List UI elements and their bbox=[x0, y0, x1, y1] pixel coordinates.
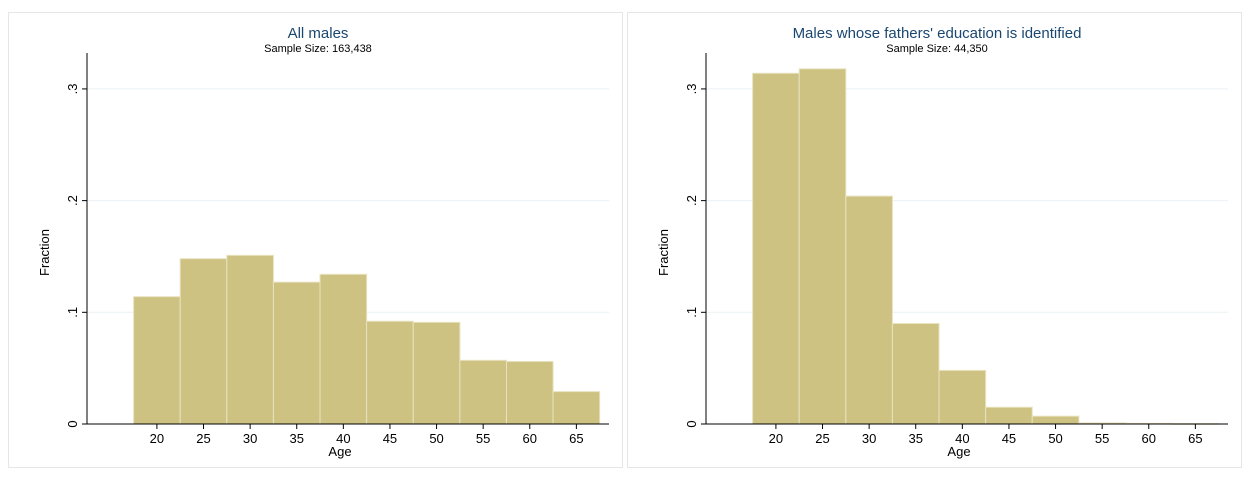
y-tick-label: .3 bbox=[684, 84, 699, 95]
chart-title: Males whose fathers' education is identi… bbox=[793, 25, 1082, 42]
y-tick-label: 0 bbox=[65, 420, 80, 427]
y-tick-label: 0 bbox=[684, 420, 699, 427]
histogram-bar bbox=[891, 322, 940, 425]
x-tick-label: 30 bbox=[243, 431, 257, 446]
x-tick-label: 35 bbox=[908, 431, 922, 446]
y-axis-title: Fraction bbox=[656, 229, 671, 276]
y-axis-title: Fraction bbox=[37, 229, 52, 276]
x-tick-label: 60 bbox=[1142, 431, 1156, 446]
histogram-bar bbox=[552, 391, 601, 425]
chart-subtitle: Sample Size: 163,438 bbox=[264, 43, 372, 55]
x-tick-label: 45 bbox=[1002, 431, 1016, 446]
histogram-all-males: 0 .1 .2 .3 20 25 30 35 40 45 50 55 60 65 Age Fraction Al… bbox=[37, 25, 609, 459]
x-tick-label: 35 bbox=[289, 431, 303, 446]
histogram-bar bbox=[752, 72, 800, 425]
x-tick-label: 55 bbox=[476, 431, 490, 446]
x-tick-label: 55 bbox=[1095, 431, 1109, 446]
x-tick-label: 60 bbox=[523, 431, 537, 446]
y-tick-label: .1 bbox=[65, 307, 80, 318]
histogram-bar bbox=[412, 321, 461, 425]
x-tick-label: 65 bbox=[569, 431, 583, 446]
x-axis-title: Age bbox=[947, 444, 970, 459]
x-tick-label: 45 bbox=[383, 431, 397, 446]
y-tick-label: .3 bbox=[65, 84, 80, 95]
histogram-bar bbox=[985, 406, 1033, 425]
histogram-bar bbox=[366, 320, 414, 425]
y-tick-label: .1 bbox=[684, 307, 699, 318]
x-tick-label: 65 bbox=[1188, 431, 1202, 446]
x-tick-label: 50 bbox=[429, 431, 443, 446]
histogram-bar bbox=[133, 296, 181, 425]
histogram-bar bbox=[1031, 415, 1080, 425]
histogram-bar bbox=[272, 281, 321, 425]
chart-panel-fathers-education: 0 .1 .2 .3 20 25 30 35 40 45 50 55 60 65 Age Fraction Ma… bbox=[627, 12, 1242, 468]
x-tick-label: 50 bbox=[1048, 431, 1062, 446]
histogram-fathers-education: 0 .1 .2 .3 20 25 30 35 40 45 50 55 60 65 Age Fraction Ma… bbox=[656, 25, 1228, 459]
histogram-bar bbox=[319, 273, 368, 425]
x-tick-label: 20 bbox=[769, 431, 783, 446]
x-tick-label: 40 bbox=[955, 431, 969, 446]
x-axis-title: Age bbox=[328, 444, 351, 459]
y-tick-label: .2 bbox=[65, 195, 80, 206]
histogram-bar bbox=[505, 360, 554, 425]
y-tick-label: .2 bbox=[684, 195, 699, 206]
x-tick-label: 25 bbox=[815, 431, 829, 446]
x-tick-label: 40 bbox=[336, 431, 350, 446]
histogram-bar bbox=[226, 254, 274, 425]
histogram-bar bbox=[459, 359, 507, 425]
histogram-bar bbox=[179, 258, 228, 425]
x-tick-label: 20 bbox=[150, 431, 164, 446]
x-tick-label: 30 bbox=[862, 431, 876, 446]
chart-title: All males bbox=[288, 25, 349, 42]
chart-panel-all-males: 0 .1 .2 .3 20 25 30 35 40 45 50 55 60 65 Age Fraction Al… bbox=[8, 12, 623, 468]
histogram-bar bbox=[845, 195, 893, 425]
chart-subtitle: Sample Size: 44,350 bbox=[886, 43, 988, 55]
histogram-bar bbox=[938, 369, 987, 425]
x-tick-label: 25 bbox=[196, 431, 210, 446]
histogram-bar bbox=[798, 68, 847, 425]
